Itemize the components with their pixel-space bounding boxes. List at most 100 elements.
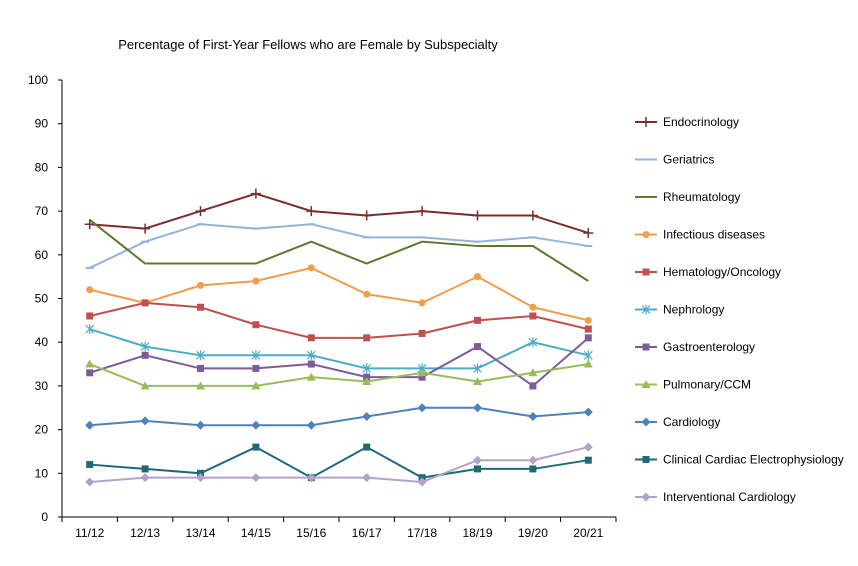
data-point	[306, 420, 316, 430]
series-line	[89, 266, 589, 322]
data-point	[473, 363, 482, 374]
series-line	[89, 363, 589, 387]
series-1	[85, 223, 593, 269]
data-point	[584, 325, 592, 333]
data-point	[474, 343, 481, 351]
legend-label: Endocrinology	[663, 115, 739, 129]
data-point	[85, 359, 95, 368]
legend-marker	[641, 492, 651, 502]
data-point	[251, 473, 261, 483]
data-point	[529, 312, 537, 320]
data-point	[85, 420, 95, 430]
data-point	[85, 324, 95, 335]
data-point	[196, 420, 205, 430]
legend-item-5: Nephrology	[635, 303, 724, 317]
data-point	[195, 206, 206, 217]
series-8	[85, 403, 593, 430]
data-point	[361, 210, 372, 221]
legend-label: Pulmonary/CCM	[663, 378, 751, 392]
data-point	[473, 455, 482, 465]
data-point	[417, 206, 428, 217]
data-point	[363, 443, 371, 451]
data-point	[86, 461, 94, 469]
series-4	[86, 299, 592, 342]
data-point	[196, 473, 205, 483]
data-point	[86, 312, 94, 320]
data-point	[140, 223, 151, 234]
data-point	[306, 473, 316, 483]
data-point	[307, 264, 315, 272]
legend-item-2: Rheumatology	[635, 190, 740, 204]
data-point	[583, 407, 593, 417]
x-tick-label: 18/19	[462, 526, 492, 540]
data-point	[583, 350, 593, 361]
legend-item-3: Infectious diseases	[635, 228, 765, 242]
legend-marker	[642, 343, 650, 351]
y-tick-label: 60	[35, 248, 49, 262]
x-tick-label: 15/16	[296, 526, 326, 540]
data-point	[584, 316, 592, 324]
legend-marker	[642, 456, 650, 463]
x-tick-label: 13/14	[185, 526, 215, 540]
y-tick-label: 40	[35, 335, 49, 349]
data-point	[418, 373, 426, 381]
data-point	[141, 299, 149, 307]
data-point	[140, 473, 150, 483]
series-line	[89, 406, 589, 427]
data-point	[141, 465, 149, 473]
x-tick-label: 20/21	[573, 526, 603, 540]
data-point	[583, 359, 593, 368]
data-point	[474, 273, 481, 281]
data-point	[527, 210, 538, 221]
y-tick-label: 70	[35, 204, 49, 218]
legend-item-8: Cardiology	[635, 415, 720, 429]
data-point	[252, 277, 260, 285]
legend-item-7: Pulmonary/CCM	[635, 378, 751, 392]
data-point	[472, 210, 483, 221]
data-point	[85, 477, 95, 487]
data-point	[528, 368, 538, 377]
y-tick-label: 30	[35, 379, 49, 393]
data-point	[474, 465, 481, 473]
data-point	[529, 465, 537, 473]
data-point	[306, 372, 316, 381]
y-tick-label: 80	[35, 160, 49, 174]
series-line	[89, 192, 589, 234]
legend-item-1: Geriatrics	[635, 153, 714, 167]
legend-item-10: Interventional Cardiology	[635, 490, 796, 504]
x-tick-label: 19/20	[518, 526, 548, 540]
data-point	[528, 455, 538, 465]
data-point	[583, 227, 594, 238]
legend-label: Nephrology	[663, 303, 724, 317]
series-line	[89, 445, 589, 479]
data-point	[306, 350, 316, 361]
data-point	[584, 456, 592, 464]
data-point	[307, 334, 315, 342]
data-point	[140, 416, 150, 426]
data-point	[529, 382, 537, 390]
data-point	[86, 286, 94, 294]
y-tick-label: 50	[35, 292, 49, 306]
series-line	[89, 446, 589, 484]
data-point	[362, 363, 372, 374]
data-point	[363, 290, 371, 298]
data-point	[473, 403, 482, 413]
data-point	[473, 377, 482, 386]
data-point	[529, 303, 537, 311]
x-tick-label: 12/13	[130, 526, 160, 540]
data-point	[250, 188, 261, 199]
series-line	[89, 328, 589, 370]
data-point	[196, 350, 205, 361]
legend-marker	[642, 268, 650, 276]
data-point	[197, 364, 204, 372]
series-line	[89, 301, 589, 339]
legend-marker	[641, 117, 651, 127]
data-point	[86, 369, 94, 377]
legend-item-6: Gastroenterology	[635, 340, 755, 354]
data-point	[363, 334, 371, 342]
x-tick-label: 14/15	[241, 526, 271, 540]
data-point	[418, 299, 426, 307]
data-point	[528, 337, 538, 348]
data-point	[417, 477, 427, 487]
